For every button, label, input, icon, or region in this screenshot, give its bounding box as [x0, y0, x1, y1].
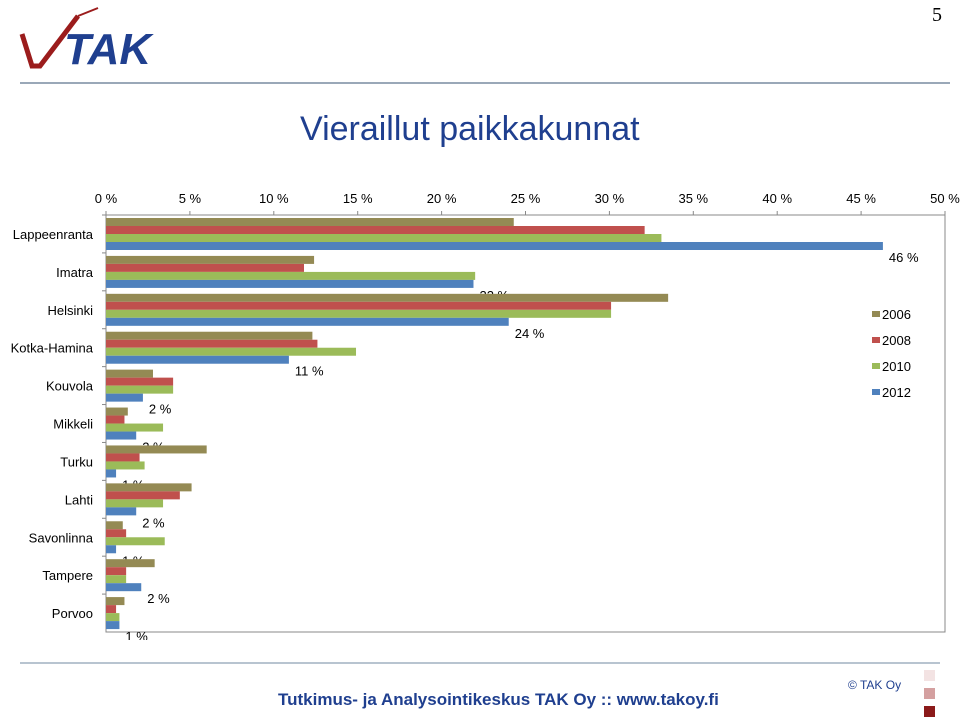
bar-2006 [106, 331, 313, 340]
category-label: Tampere [42, 568, 93, 583]
bar-2008 [106, 301, 612, 310]
bar-2010 [106, 309, 612, 318]
x-tick-label: 30 % [595, 191, 625, 206]
footer-text: Tutkimus- ja Analysointikeskus TAK Oy ::… [278, 690, 719, 709]
page-number: 5 [932, 4, 942, 26]
category-label: Lahti [65, 492, 93, 507]
bar-2006 [106, 369, 153, 378]
x-tick-label: 45 % [846, 191, 876, 206]
bar-2010 [106, 461, 145, 470]
bar-2010 [106, 385, 174, 394]
category-label: Porvoo [52, 606, 93, 621]
category-label: Imatra [56, 265, 94, 280]
legend-swatch [872, 363, 880, 369]
bar-2012 [106, 507, 137, 516]
legend-swatch [872, 311, 880, 317]
bar-2010 [106, 423, 164, 432]
legend-label: 2008 [882, 333, 911, 348]
bar-2008 [106, 415, 125, 424]
data-label: 11 % [295, 364, 324, 379]
category-label: Lappeenranta [13, 227, 94, 242]
bar-2012 [106, 279, 474, 288]
bar-2012 [106, 431, 137, 440]
decorative-square-medium [924, 688, 935, 699]
legend-label: 2010 [882, 359, 911, 374]
bar-2006 [106, 407, 128, 416]
bar-2008 [106, 263, 305, 272]
bar-2008 [106, 491, 180, 500]
category-label: Turku [60, 454, 93, 469]
bar-2006 [106, 293, 669, 302]
data-label: 2 % [147, 591, 170, 606]
x-tick-label: 25 % [511, 191, 541, 206]
bar-2010 [106, 575, 127, 584]
bar-2012 [106, 545, 117, 554]
bar-2008 [106, 226, 645, 234]
top-divider [20, 82, 950, 84]
bar-2010 [106, 537, 165, 546]
legend-swatch [872, 389, 880, 395]
decorative-square-light [924, 670, 935, 681]
bar-2008 [106, 453, 140, 462]
decorative-square-dark [924, 706, 935, 717]
bar-2006 [106, 521, 123, 530]
logo-text: TAK [64, 25, 154, 74]
category-label: Helsinki [47, 303, 93, 318]
bar-2006 [106, 559, 155, 568]
bar-2012 [106, 469, 117, 478]
bar-2008 [106, 377, 174, 386]
bar-2012 [106, 317, 509, 326]
bar-2010 [106, 499, 164, 508]
x-tick-label: 40 % [762, 191, 792, 206]
legend-swatch [872, 337, 880, 343]
category-label: Kouvola [46, 379, 94, 394]
bar-2012 [106, 393, 143, 402]
bar-2006 [106, 483, 192, 492]
bar-2010 [106, 613, 120, 622]
bar-chart: 0 % 5 % 10 % 15 % 20 % 25 % 30 % 35 % 40 % 45 % 50… [11, 191, 960, 640]
bar-2006 [106, 597, 125, 606]
bar-2012 [106, 583, 142, 592]
bar-2012 [106, 621, 120, 630]
bar-2010 [106, 271, 476, 280]
bar-2012 [106, 242, 883, 250]
bar-2006 [106, 445, 207, 454]
bar-2006 [106, 255, 315, 264]
x-tick-label: 15 % [343, 191, 373, 206]
bar-2008 [106, 567, 127, 576]
category-label: Savonlinna [29, 530, 94, 545]
bar-2008 [106, 605, 117, 614]
bar-2010 [106, 347, 357, 356]
copyright-text: © TAK Oy [848, 678, 902, 692]
data-label: 46 % [889, 250, 919, 265]
x-tick-label: 20 % [427, 191, 457, 206]
tak-logo: TAK [19, 7, 154, 74]
x-tick-label: 50 % [930, 191, 960, 206]
bar-2008 [106, 529, 127, 538]
x-tick-label: 0 % [95, 191, 118, 206]
bar-2012 [106, 355, 289, 364]
x-tick-label: 35 % [678, 191, 708, 206]
data-label: 2 % [149, 402, 172, 417]
x-tick-label: 5 % [179, 191, 202, 206]
checkmark-icon [19, 7, 99, 69]
bar-2006 [106, 218, 514, 226]
page-title: Vieraillut paikkakunnat [300, 110, 640, 148]
bar-2010 [106, 234, 662, 242]
category-label: Mikkeli [53, 417, 93, 432]
data-label: 24 % [515, 326, 545, 341]
legend-label: 2012 [882, 385, 911, 400]
legend-label: 2006 [882, 307, 911, 322]
bar-2008 [106, 339, 318, 348]
data-label: 1 % [125, 629, 148, 640]
x-tick-label: 10 % [259, 191, 289, 206]
category-label: Kotka-Hamina [11, 341, 94, 356]
data-label: 2 % [142, 515, 165, 530]
bottom-divider [20, 662, 940, 664]
